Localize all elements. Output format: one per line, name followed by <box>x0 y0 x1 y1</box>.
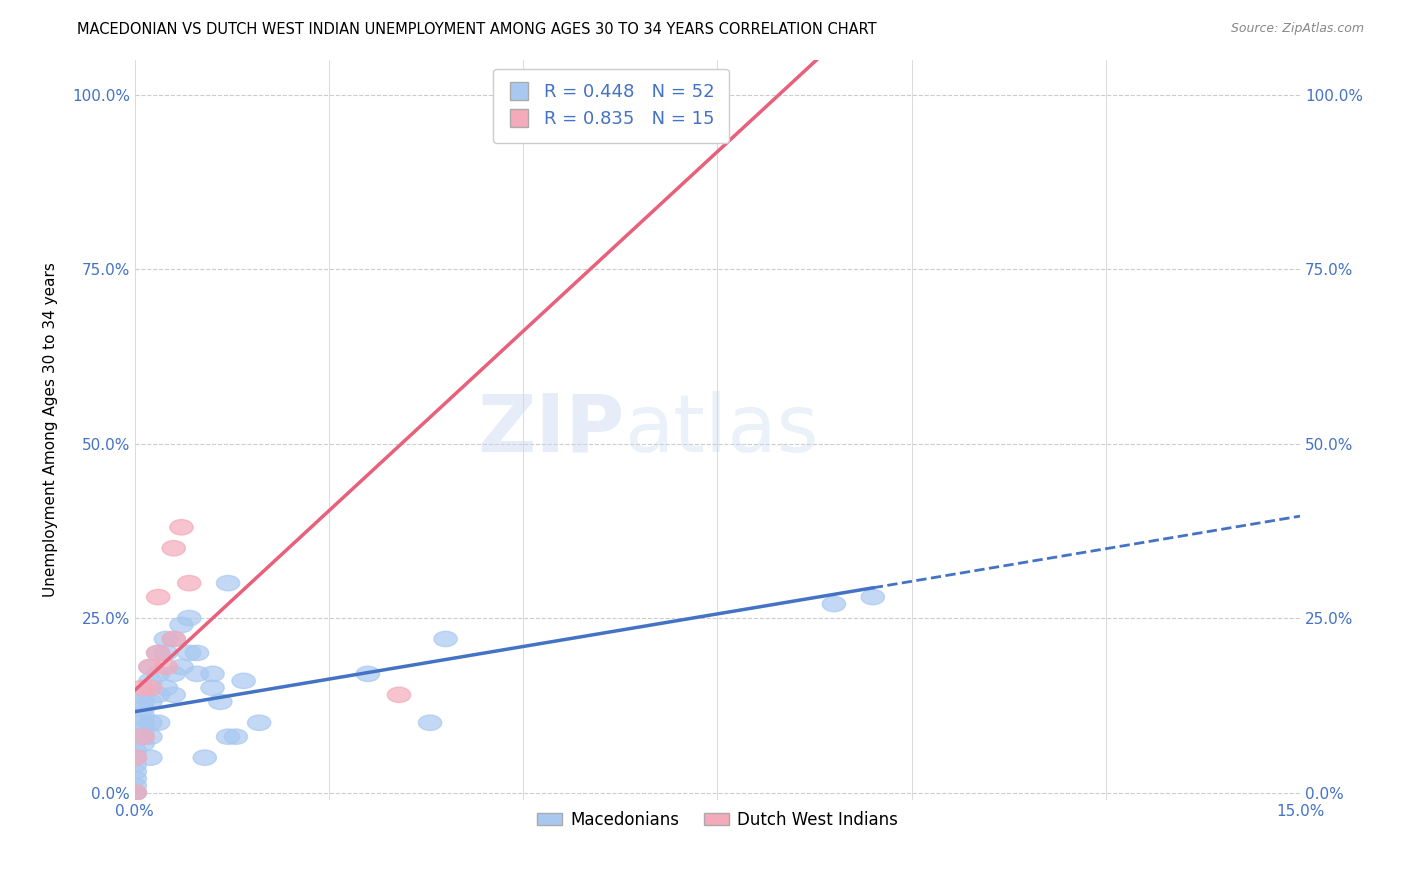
Ellipse shape <box>208 694 232 709</box>
Ellipse shape <box>139 659 162 674</box>
Ellipse shape <box>131 694 155 709</box>
Ellipse shape <box>146 715 170 731</box>
Y-axis label: Unemployment Among Ages 30 to 34 years: Unemployment Among Ages 30 to 34 years <box>44 262 58 597</box>
Ellipse shape <box>201 666 224 681</box>
Ellipse shape <box>177 575 201 591</box>
Ellipse shape <box>155 632 177 647</box>
Ellipse shape <box>131 729 155 745</box>
Ellipse shape <box>131 708 155 723</box>
Ellipse shape <box>155 659 177 674</box>
Ellipse shape <box>146 666 170 681</box>
Ellipse shape <box>860 590 884 605</box>
Ellipse shape <box>162 541 186 556</box>
Ellipse shape <box>131 681 155 696</box>
Ellipse shape <box>124 750 146 765</box>
Ellipse shape <box>124 743 146 758</box>
Ellipse shape <box>170 520 193 535</box>
Ellipse shape <box>124 764 146 780</box>
Ellipse shape <box>155 645 177 661</box>
Ellipse shape <box>434 632 457 647</box>
Ellipse shape <box>628 115 651 130</box>
Text: ZIP: ZIP <box>477 391 624 468</box>
Text: MACEDONIAN VS DUTCH WEST INDIAN UNEMPLOYMENT AMONG AGES 30 TO 34 YEARS CORRELATI: MACEDONIAN VS DUTCH WEST INDIAN UNEMPLOY… <box>77 22 877 37</box>
Ellipse shape <box>193 750 217 765</box>
Ellipse shape <box>139 750 162 765</box>
Ellipse shape <box>139 673 162 689</box>
Ellipse shape <box>356 666 380 681</box>
Ellipse shape <box>419 715 441 731</box>
Ellipse shape <box>162 687 186 703</box>
Ellipse shape <box>177 645 201 661</box>
Ellipse shape <box>131 687 155 703</box>
Ellipse shape <box>124 771 146 786</box>
Ellipse shape <box>139 659 162 674</box>
Ellipse shape <box>139 694 162 709</box>
Ellipse shape <box>131 722 155 738</box>
Ellipse shape <box>124 757 146 772</box>
Ellipse shape <box>131 701 155 716</box>
Ellipse shape <box>170 659 193 674</box>
Ellipse shape <box>146 590 170 605</box>
Ellipse shape <box>232 673 256 689</box>
Ellipse shape <box>387 687 411 703</box>
Ellipse shape <box>124 785 146 800</box>
Ellipse shape <box>139 681 162 696</box>
Ellipse shape <box>823 597 845 612</box>
Ellipse shape <box>224 729 247 745</box>
Ellipse shape <box>186 645 208 661</box>
Text: atlas: atlas <box>624 391 818 468</box>
Ellipse shape <box>146 645 170 661</box>
Ellipse shape <box>247 715 271 731</box>
Ellipse shape <box>201 681 224 696</box>
Ellipse shape <box>155 681 177 696</box>
Ellipse shape <box>124 750 146 765</box>
Ellipse shape <box>131 736 155 751</box>
Legend: Macedonians, Dutch West Indians: Macedonians, Dutch West Indians <box>530 805 905 836</box>
Ellipse shape <box>131 729 155 745</box>
Ellipse shape <box>124 785 146 800</box>
Ellipse shape <box>170 617 193 632</box>
Ellipse shape <box>146 645 170 661</box>
Ellipse shape <box>162 632 186 647</box>
Ellipse shape <box>162 632 186 647</box>
Ellipse shape <box>177 610 201 625</box>
Ellipse shape <box>131 715 155 731</box>
Ellipse shape <box>139 729 162 745</box>
Ellipse shape <box>124 785 146 800</box>
Ellipse shape <box>124 778 146 793</box>
Ellipse shape <box>186 666 208 681</box>
Ellipse shape <box>217 729 240 745</box>
Ellipse shape <box>146 687 170 703</box>
Ellipse shape <box>162 666 186 681</box>
Ellipse shape <box>217 575 240 591</box>
Text: Source: ZipAtlas.com: Source: ZipAtlas.com <box>1230 22 1364 36</box>
Ellipse shape <box>139 715 162 731</box>
